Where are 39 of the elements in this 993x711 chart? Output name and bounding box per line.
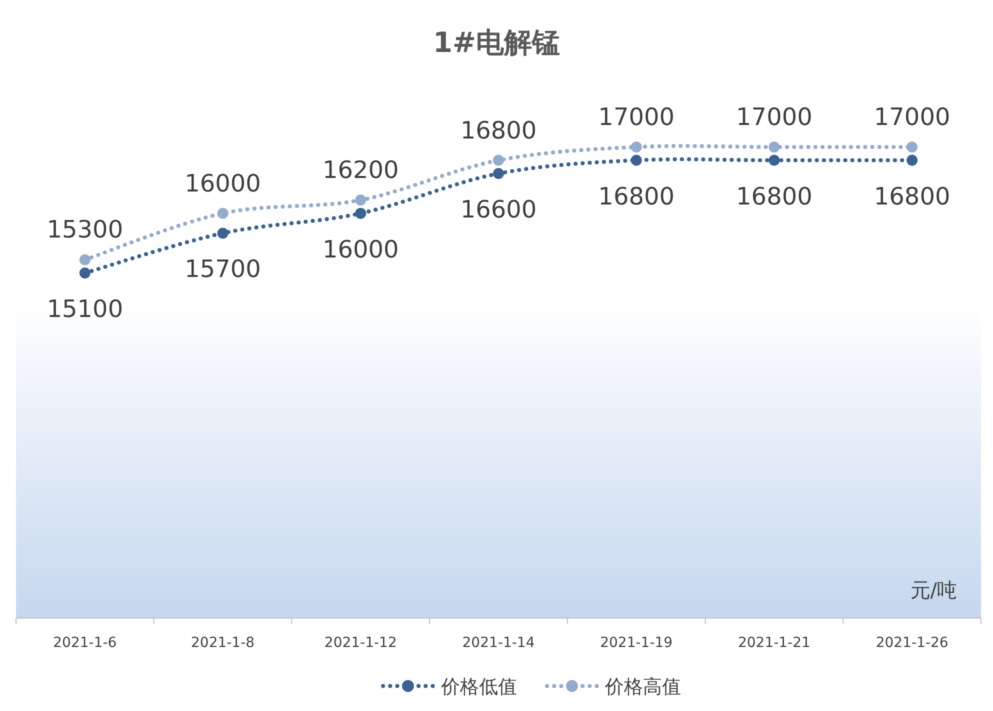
data-label: 16200 bbox=[322, 156, 399, 184]
data-label: 16800 bbox=[736, 182, 812, 210]
data-label: 16800 bbox=[598, 182, 675, 210]
point bbox=[768, 142, 780, 152]
legend-label: 价格高值 bbox=[604, 676, 681, 698]
x-tick-label: 2021-1-21 bbox=[738, 635, 810, 651]
point bbox=[79, 254, 90, 266]
point bbox=[630, 142, 642, 152]
point bbox=[906, 142, 918, 152]
point bbox=[355, 194, 366, 206]
point bbox=[493, 168, 504, 180]
point bbox=[79, 268, 90, 278]
x-tick-label: 2021-1-14 bbox=[462, 635, 535, 651]
x-tick-label: 2021-1-8 bbox=[191, 635, 255, 651]
data-label: 15100 bbox=[46, 295, 124, 323]
x-tick-label: 2021-1-6 bbox=[53, 635, 117, 651]
x-tick-label: 2021-1-12 bbox=[324, 635, 397, 651]
text: 元/吨 bbox=[910, 578, 957, 602]
data-label: 15700 bbox=[184, 255, 261, 284]
point bbox=[217, 228, 228, 239]
point bbox=[493, 154, 504, 166]
data-label: 16800 bbox=[874, 182, 950, 210]
data-label: 16600 bbox=[460, 196, 537, 224]
point bbox=[630, 154, 642, 166]
x-tick-label: 2021-1-26 bbox=[876, 635, 948, 651]
x-tick-label: 2021-1-19 bbox=[600, 635, 673, 651]
data-label: 16800 bbox=[460, 116, 537, 144]
chart-title: 1#电解锰 bbox=[433, 26, 560, 59]
point bbox=[355, 208, 366, 219]
point bbox=[768, 154, 780, 166]
data-label: 17000 bbox=[874, 103, 950, 131]
data-label: 15300 bbox=[46, 216, 124, 244]
data-label: 16000 bbox=[322, 235, 399, 264]
point bbox=[217, 208, 228, 219]
data-label: 17000 bbox=[598, 103, 675, 131]
data-label: 17000 bbox=[736, 103, 812, 131]
point bbox=[906, 154, 918, 166]
data-label: 16000 bbox=[184, 169, 261, 198]
legend-label: 价格低值 bbox=[440, 676, 517, 698]
